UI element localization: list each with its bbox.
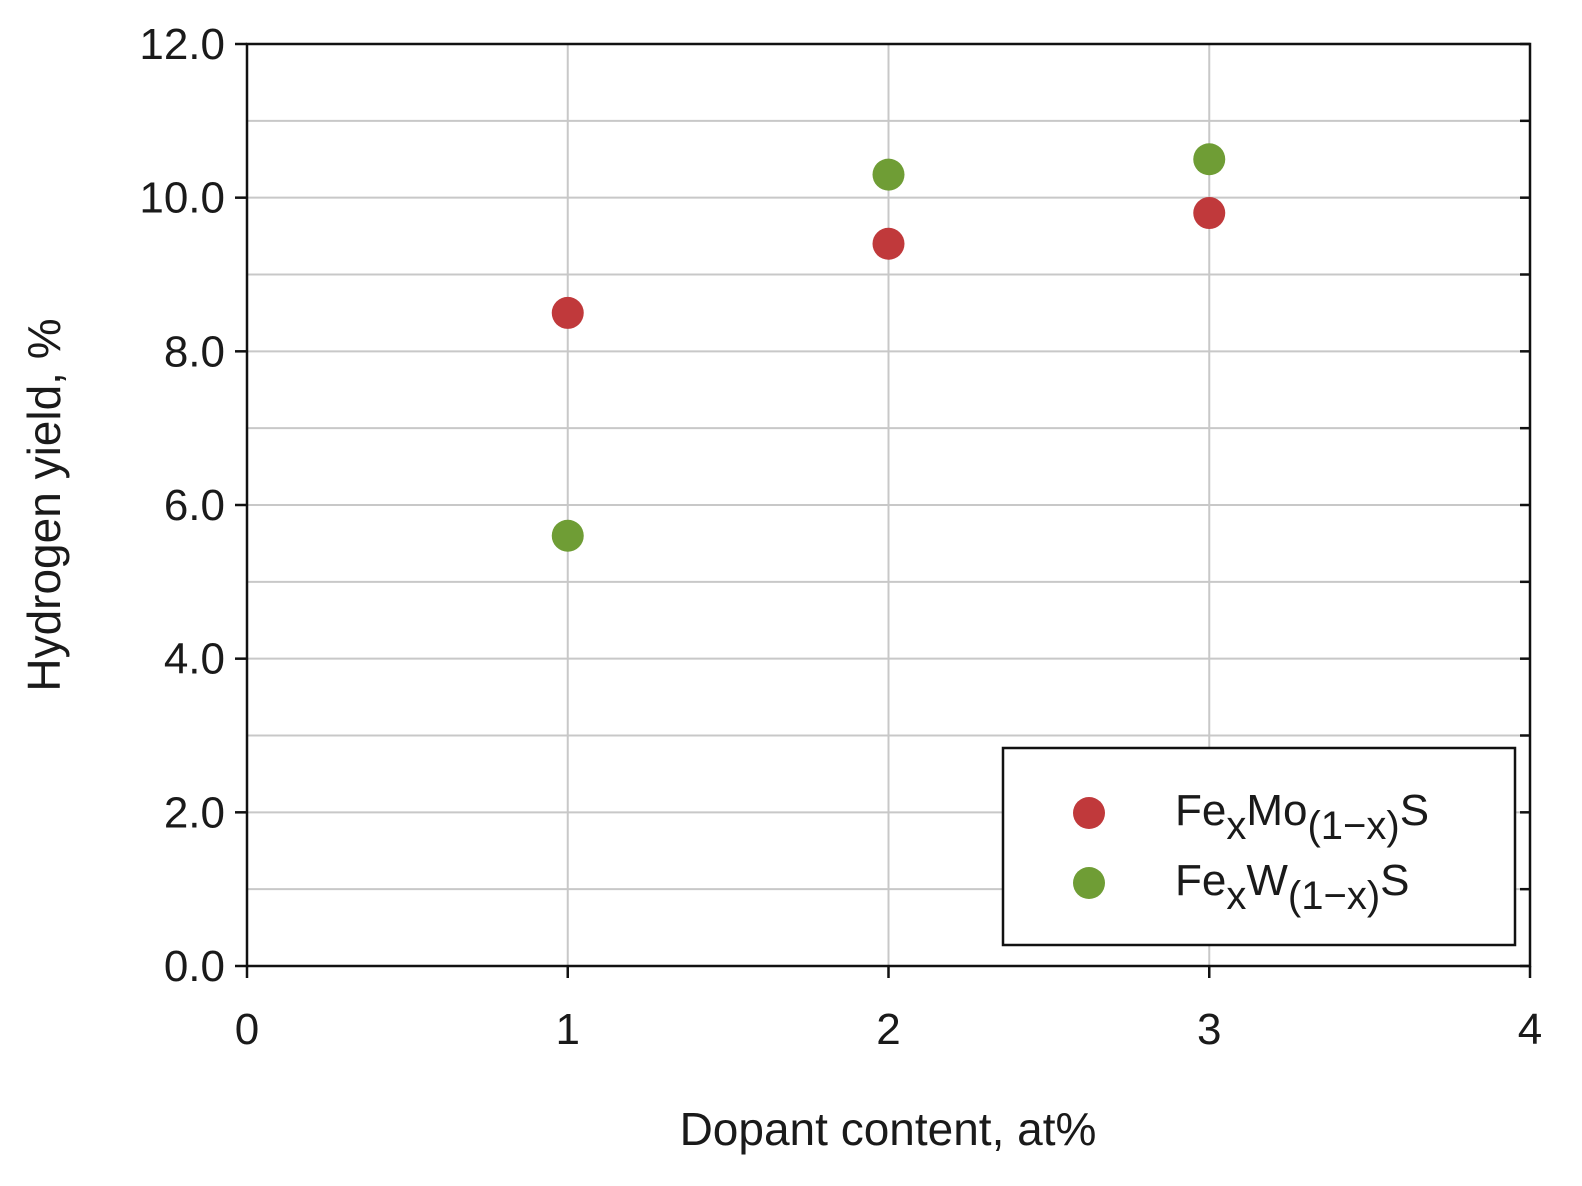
x-tick-label: 3 [1197, 1005, 1221, 1054]
y-tick-label: 4.0 [164, 635, 225, 684]
data-point [1193, 197, 1226, 230]
legend-marker [1073, 797, 1105, 829]
x-tick-label: 4 [1518, 1005, 1542, 1054]
x-tick-label: 1 [556, 1005, 580, 1054]
y-tick-label: 8.0 [164, 327, 225, 376]
legend-label: FexMo(1−x)S [1175, 786, 1429, 848]
legend-box [1001, 746, 1517, 947]
data-point [1193, 143, 1226, 176]
x-axis-label: Dopant content, at% [680, 1103, 1097, 1155]
data-point [872, 227, 905, 260]
y-tick-label: 2.0 [164, 788, 225, 837]
y-tick-label: 10.0 [139, 174, 225, 223]
y-tick-label: 12.0 [139, 20, 225, 69]
data-points [551, 143, 1226, 552]
data-point [551, 296, 584, 329]
legend: FexMo(1−x)S FexW(1−x)S [1001, 746, 1517, 947]
legend-label: FexW(1−x)S [1175, 856, 1410, 918]
axes [235, 42, 1532, 978]
legend-marker [1073, 867, 1105, 899]
y-tick-label: 6.0 [164, 481, 225, 530]
y-tick-label: 0.0 [164, 942, 225, 991]
y-axis-label: Hydrogen yield, % [18, 318, 70, 691]
x-tick-label: 0 [235, 1005, 259, 1054]
data-point [551, 519, 584, 552]
tick-labels: 0.0 2.0 4.0 6.0 8.0 10.0 12.0 0 1 2 3 4 [139, 20, 1542, 1054]
x-tick-label: 2 [876, 1005, 900, 1054]
data-point [872, 158, 905, 191]
